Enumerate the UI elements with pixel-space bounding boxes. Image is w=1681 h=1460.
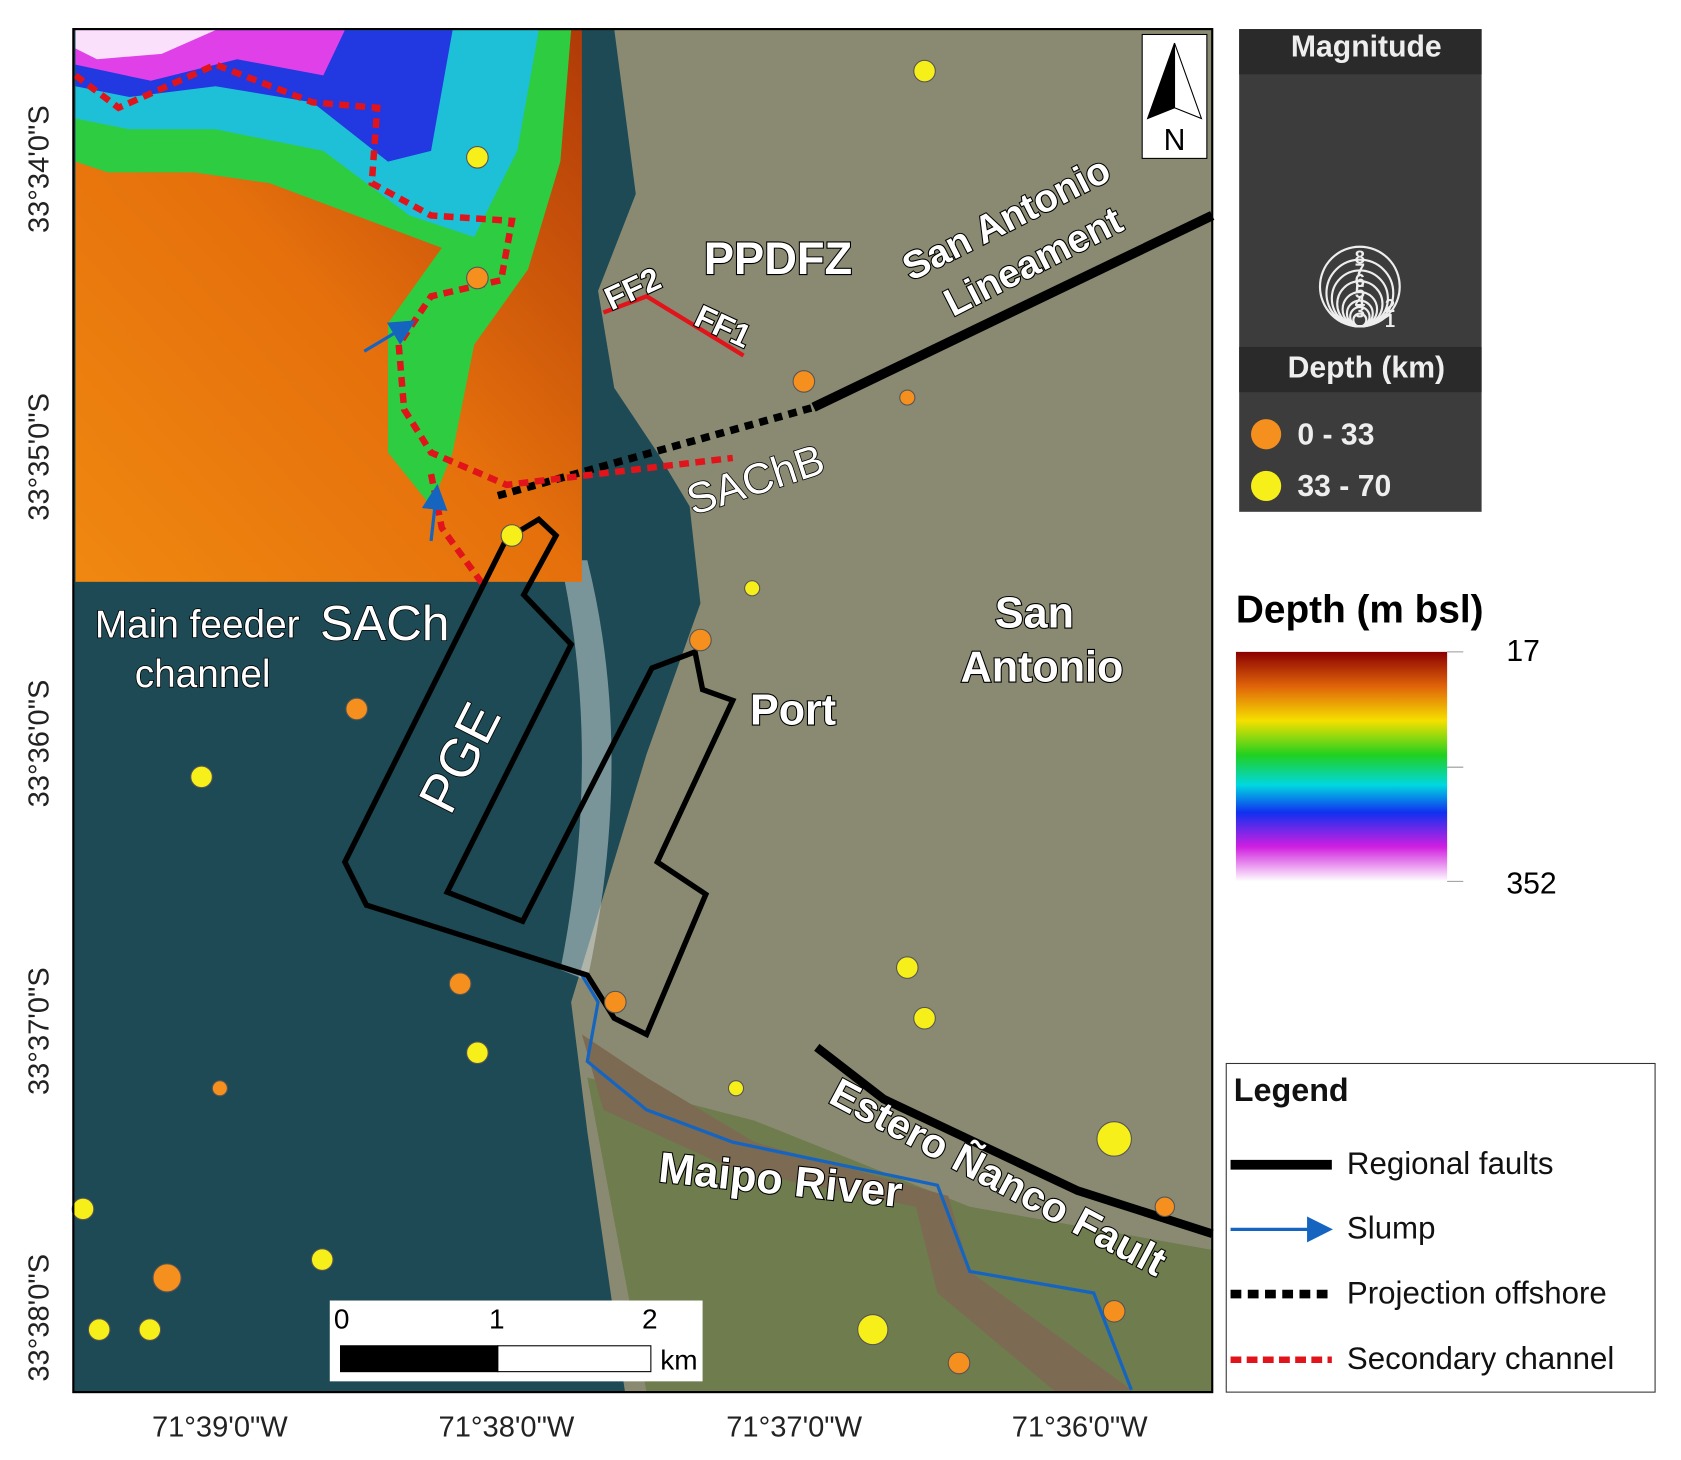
magnitude-legend: Magnitude Depth (km) 0 - 33 33 - 70 8765… xyxy=(1239,29,1482,512)
earthquakes xyxy=(71,59,1176,1375)
colorbar-label: 352 xyxy=(1506,868,1556,901)
map-label: channel xyxy=(135,653,271,696)
earthquake xyxy=(500,524,524,547)
earthquake xyxy=(152,1263,182,1293)
depth-symbol xyxy=(1251,419,1282,450)
legend-title: Magnitude xyxy=(1291,30,1442,63)
map-label: Port xyxy=(750,687,836,735)
earthquake xyxy=(345,697,369,721)
fault-trace xyxy=(602,293,745,358)
lat-label: 33°34'0"S xyxy=(24,105,56,233)
earthquake xyxy=(727,1080,745,1097)
river xyxy=(580,974,1133,1391)
earthquake xyxy=(211,1080,228,1097)
legend-title: Legend xyxy=(1234,1072,1349,1108)
lon-label: 71°39'0"W xyxy=(152,1411,288,1443)
north-arrow xyxy=(1173,42,1203,120)
map-label: PPDFZ xyxy=(704,233,852,284)
breakwater-outline xyxy=(341,515,737,1039)
lat-label: 33°37'0"S xyxy=(24,967,56,1095)
lon-label: 71°37'0"W xyxy=(726,1411,862,1443)
earthquake xyxy=(1154,1196,1176,1218)
map-label: Antonio xyxy=(961,644,1124,692)
magnitude-label: 4 xyxy=(1355,292,1366,313)
projection-offshore xyxy=(496,403,815,500)
earthquake xyxy=(138,1318,162,1341)
earthquake xyxy=(466,146,489,169)
earthquake xyxy=(899,389,916,406)
lat-label: 33°35'0"S xyxy=(24,393,56,521)
north-label: N xyxy=(1164,124,1186,157)
river-bed xyxy=(581,1034,1132,1393)
land xyxy=(571,29,1213,1393)
legend-header xyxy=(1239,346,1482,393)
earthquake xyxy=(792,370,816,393)
lon-label: 71°38'0"W xyxy=(439,1411,575,1443)
earthquake xyxy=(466,1041,489,1065)
scale-bar xyxy=(497,1345,652,1373)
map-frame: N PPDFZ San Antonio Lineament FF2 FF1 SA… xyxy=(71,28,1215,1394)
legend-title: Depth (km) xyxy=(1288,352,1445,385)
map-label: SACh xyxy=(320,595,449,651)
earthquake xyxy=(689,628,712,652)
earthquake xyxy=(448,972,472,996)
slump xyxy=(421,483,448,542)
surf xyxy=(560,560,612,981)
earthquake xyxy=(744,580,761,597)
regional-fault xyxy=(811,211,1215,412)
earthquake xyxy=(1102,1299,1126,1323)
lat-label: 33°36'0"S xyxy=(24,680,56,808)
earthquake xyxy=(190,765,213,789)
lon-label: 71°36'0"W xyxy=(1012,1411,1148,1443)
magnitude-label: 2 xyxy=(1385,295,1395,316)
colorbar-ramp xyxy=(1235,651,1448,882)
magnitude-label: 3 xyxy=(1355,300,1365,321)
legend-item: Regional faults xyxy=(1347,1146,1554,1181)
earthquake xyxy=(603,990,627,1014)
colorbar-title: Depth (m bsl) xyxy=(1236,588,1484,631)
depth-symbol xyxy=(1251,470,1282,502)
depth-class: 0 - 33 xyxy=(1297,418,1374,451)
magnitude-label: 8 xyxy=(1355,246,1365,267)
earthquake xyxy=(87,1318,111,1341)
regional-fault xyxy=(814,1043,1214,1238)
magnitude-symbol xyxy=(1352,312,1368,328)
magnitude-label: 1 xyxy=(1385,310,1395,331)
earthquake xyxy=(466,266,489,290)
scale-tick: 2 xyxy=(642,1303,658,1334)
scale-bar xyxy=(340,1345,499,1373)
earthquake xyxy=(895,956,919,979)
legend-header xyxy=(1239,29,1482,75)
scale-unit: km xyxy=(660,1344,697,1375)
earthquake xyxy=(913,59,936,83)
colorbar: Depth (m bsl) 17 352 xyxy=(1235,588,1557,901)
coordinates: 33°34'0"S 33°35'0"S 33°36'0"S 33°37'0"S … xyxy=(24,105,1148,1443)
map-border xyxy=(72,28,1214,1394)
legend-item: Projection offshore xyxy=(1347,1275,1607,1310)
scale-tick: 0 xyxy=(334,1303,350,1334)
earthquake xyxy=(913,1006,936,1030)
legend-item: Slump xyxy=(1347,1211,1436,1246)
earthquake xyxy=(1096,1121,1132,1157)
depth-class: 33 - 70 xyxy=(1297,470,1391,503)
map-label: Main feeder xyxy=(95,603,300,646)
bathy-white xyxy=(75,30,216,60)
map-label: San xyxy=(995,590,1074,638)
legend-item: Secondary channel xyxy=(1347,1341,1614,1376)
scale-tick: 1 xyxy=(489,1303,505,1334)
earthquake xyxy=(857,1314,889,1346)
colorbar-label: 17 xyxy=(1506,635,1540,668)
legend: Legend Regional faults Slump Projection … xyxy=(1225,1062,1656,1393)
earthquake xyxy=(947,1351,971,1375)
earthquake xyxy=(71,1197,95,1221)
lat-label: 33°38'0"S xyxy=(24,1254,56,1382)
earthquake xyxy=(310,1248,334,1271)
slump xyxy=(363,320,416,353)
